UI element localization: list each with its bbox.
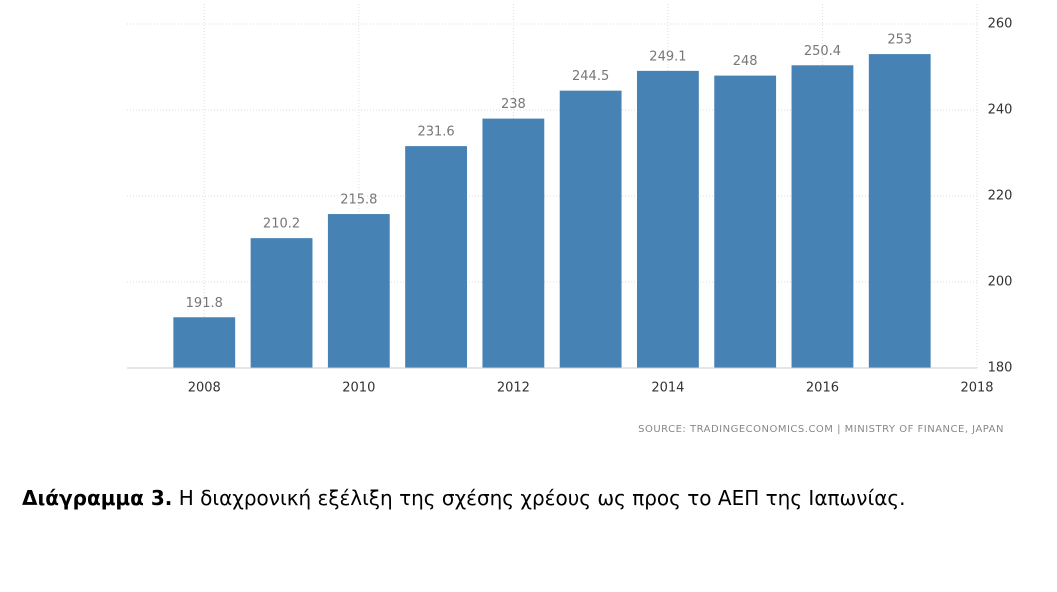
- value-label: 249.1: [649, 49, 686, 64]
- value-label: 231.6: [417, 125, 454, 140]
- bar: [405, 146, 467, 368]
- value-label: 244.5: [572, 69, 609, 84]
- value-label: 215.8: [340, 193, 377, 208]
- caption-text: Η διαχρονική εξέλιξη της σχέσης χρέους ω…: [178, 486, 906, 510]
- x-tick-label: 2008: [188, 381, 221, 396]
- bar: [482, 118, 545, 368]
- y-tick-label: 180: [988, 361, 1013, 376]
- bar: [637, 70, 699, 369]
- value-label: 238: [501, 97, 526, 112]
- value-label: 253: [887, 33, 912, 48]
- y-tick-label: 260: [988, 17, 1013, 32]
- y-tick-label: 240: [988, 103, 1013, 118]
- value-label: 191.8: [186, 296, 223, 311]
- bar: [173, 317, 236, 368]
- bar: [868, 54, 931, 368]
- x-tick-label: 2012: [497, 381, 530, 396]
- caption: Διάγραμμα 3. Η διαχρονική εξέλιξη της σχ…: [22, 486, 906, 510]
- bar: [714, 75, 777, 368]
- bar: [250, 238, 313, 368]
- bar: [559, 90, 622, 369]
- value-label: 248: [733, 54, 758, 69]
- x-tick-label: 2016: [806, 381, 839, 396]
- chart: SOURCE: TRADINGECONOMICS.COM | MINISTRY …: [127, 4, 1013, 435]
- y-tick-label: 200: [988, 275, 1013, 290]
- bar: [791, 65, 854, 368]
- bar: [327, 214, 390, 368]
- x-tick-label: 2010: [342, 381, 375, 396]
- value-label: 210.2: [263, 217, 300, 232]
- value-label: 250.4: [804, 44, 841, 59]
- x-tick-label: 2014: [651, 381, 684, 396]
- caption-label: Διάγραμμα 3.: [22, 486, 173, 510]
- y-tick-label: 220: [988, 189, 1013, 204]
- source: SOURCE: TRADINGECONOMICS.COM | MINISTRY …: [638, 424, 1004, 435]
- x-tick-label: 2018: [960, 381, 993, 396]
